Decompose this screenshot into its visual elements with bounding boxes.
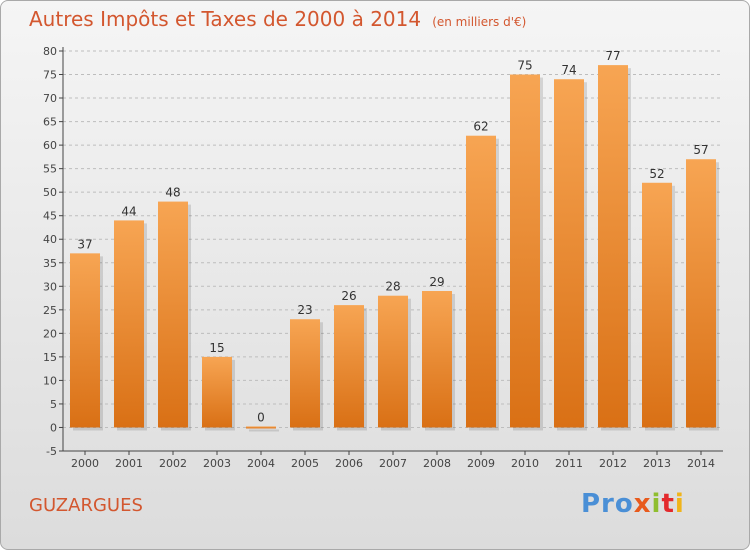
bar xyxy=(246,426,276,429)
y-tick-label: 35 xyxy=(43,257,57,270)
y-tick-label: 65 xyxy=(43,116,57,129)
bar xyxy=(686,159,716,428)
y-tick-label: 50 xyxy=(43,186,57,199)
bar xyxy=(510,74,540,428)
bar-value-label: 15 xyxy=(209,341,224,355)
y-tick-label: 45 xyxy=(43,210,57,223)
y-tick-label: 40 xyxy=(43,233,57,246)
x-tick-label: 2013 xyxy=(643,457,671,470)
bar xyxy=(70,253,100,428)
bar-value-label: 48 xyxy=(165,186,180,200)
bar-value-label: 44 xyxy=(121,204,136,218)
bar xyxy=(378,295,408,428)
y-tick-label: 5 xyxy=(50,398,57,411)
bar xyxy=(290,319,320,428)
logo-part: Pro xyxy=(581,489,634,519)
unit-text: (en milliers d'€) xyxy=(432,15,527,29)
y-tick-label: 80 xyxy=(43,45,57,58)
x-tick-label: 2005 xyxy=(291,457,319,470)
x-tick-label: 2000 xyxy=(71,457,99,470)
bar-value-label: 57 xyxy=(693,143,708,157)
bar xyxy=(158,201,188,428)
x-tick-label: 2014 xyxy=(687,457,715,470)
commune-name: GUZARGUES xyxy=(29,495,143,516)
y-tick-label: 20 xyxy=(43,327,57,340)
y-tick-label: 25 xyxy=(43,304,57,317)
bar-value-label: 26 xyxy=(341,289,356,303)
bar xyxy=(466,135,496,428)
y-tick-label: 30 xyxy=(43,280,57,293)
y-tick-label: 55 xyxy=(43,163,57,176)
x-tick-label: 2006 xyxy=(335,457,363,470)
x-tick-label: 2008 xyxy=(423,457,451,470)
bar xyxy=(554,79,584,428)
x-tick-label: 2007 xyxy=(379,457,407,470)
bar xyxy=(334,305,364,428)
x-tick-labels: 2000 2001 2002 2003 2004 2005 2006 2007 2008 2009… xyxy=(71,457,715,470)
bar-value-label: 52 xyxy=(649,167,664,181)
chart-title: Autres Impôts et Taxes de 2000 à 2014 (e… xyxy=(29,7,526,31)
y-tick-label: 0 xyxy=(50,421,57,434)
bar xyxy=(422,291,452,428)
x-tick-label: 2004 xyxy=(247,457,275,470)
y-tick-label: 70 xyxy=(43,92,57,105)
y-tick-label: 60 xyxy=(43,139,57,152)
bar-value-label: 0 xyxy=(257,410,265,424)
bar-value-label: 74 xyxy=(561,63,576,77)
bar-shadow xyxy=(249,429,279,432)
axes xyxy=(59,47,723,455)
x-tick-label: 2003 xyxy=(203,457,231,470)
bar-value-label: 23 xyxy=(297,303,312,317)
bar-value-label: 28 xyxy=(385,280,400,294)
bar xyxy=(598,65,628,428)
bar-value-label: 29 xyxy=(429,275,444,289)
logo-part: x xyxy=(633,489,652,519)
x-tick-label: 2011 xyxy=(555,457,583,470)
bar xyxy=(642,182,672,428)
x-tick-label: 2012 xyxy=(599,457,627,470)
logo-part: i xyxy=(674,489,685,519)
logo-part: t xyxy=(661,489,675,519)
y-tick-label: 15 xyxy=(43,351,57,364)
bar-value-label: 77 xyxy=(605,49,620,63)
logo-part: i xyxy=(651,489,662,519)
title-text: Autres Impôts et Taxes de 2000 à 2014 xyxy=(29,7,422,31)
y-tick-label: 75 xyxy=(43,69,57,82)
y-tick-label: -5 xyxy=(46,445,57,458)
bar-value-label: 75 xyxy=(517,59,532,73)
y-tick-label: 10 xyxy=(43,374,57,387)
bars: 37 44 48 15 0 23 26 28 29 62 75 74 77 52 57 xyxy=(70,49,719,432)
bar xyxy=(202,356,232,428)
x-tick-label: 2001 xyxy=(115,457,143,470)
x-tick-label: 2010 xyxy=(511,457,539,470)
x-tick-label: 2002 xyxy=(159,457,187,470)
y-tick-labels: -5 0 5 10 15 20 25 30 35 40 45 50 55 60 65 70 75 80 xyxy=(43,45,57,458)
bar-value-label: 62 xyxy=(473,120,488,134)
bar-value-label: 37 xyxy=(77,237,92,251)
bar xyxy=(114,220,144,428)
x-tick-label: 2009 xyxy=(467,457,495,470)
proxiti-logo: Proxiti xyxy=(581,489,685,519)
